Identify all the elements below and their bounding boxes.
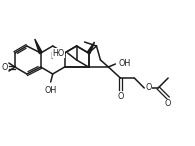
Text: O: O (145, 82, 152, 92)
Text: O: O (165, 99, 171, 108)
Polygon shape (87, 42, 95, 54)
Text: F: F (51, 52, 55, 61)
Text: OH: OH (45, 86, 57, 95)
Text: O: O (117, 92, 124, 101)
Polygon shape (35, 39, 42, 54)
Text: O: O (2, 62, 8, 72)
Text: OH: OH (118, 60, 131, 68)
Text: HO: HO (52, 48, 65, 58)
